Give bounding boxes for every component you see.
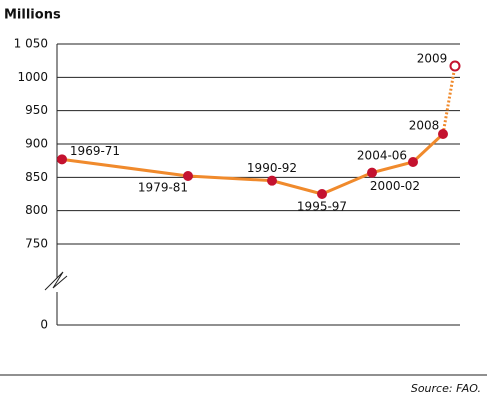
point-label: 1995-97 bbox=[297, 200, 347, 214]
data-point bbox=[183, 171, 193, 181]
data-point bbox=[317, 189, 327, 199]
point-label: 2000-02 bbox=[370, 179, 420, 193]
point-label: 1990-92 bbox=[247, 161, 297, 175]
y-tick-label: 950 bbox=[25, 103, 48, 117]
y-axis-label: Millions bbox=[4, 8, 61, 23]
y-tick-label: 1 050 bbox=[14, 37, 48, 51]
data-point bbox=[57, 154, 67, 165]
source-note: Source: FAO. bbox=[411, 382, 481, 395]
data-point bbox=[449, 60, 461, 72]
point-label: 1969-71 bbox=[70, 144, 120, 158]
point-label: 2004-06 bbox=[357, 149, 407, 163]
y-tick-label: 800 bbox=[25, 203, 48, 217]
point-label: 1979-81 bbox=[138, 181, 188, 195]
point-label: 2009 bbox=[417, 52, 448, 66]
y-tick-label: 1000 bbox=[17, 70, 48, 84]
data-point bbox=[367, 167, 377, 178]
data-line-projected bbox=[441, 65, 457, 135]
data-point bbox=[408, 157, 418, 167]
y-tick-label: 850 bbox=[25, 170, 48, 184]
data-point bbox=[438, 129, 448, 139]
axis-break bbox=[44, 271, 68, 291]
y-tick-label: 750 bbox=[25, 237, 48, 251]
data-point bbox=[267, 175, 277, 186]
point-label: 2008 bbox=[409, 119, 440, 133]
y-tick-label: 900 bbox=[25, 137, 48, 151]
y-tick-label: 0 bbox=[40, 318, 48, 332]
